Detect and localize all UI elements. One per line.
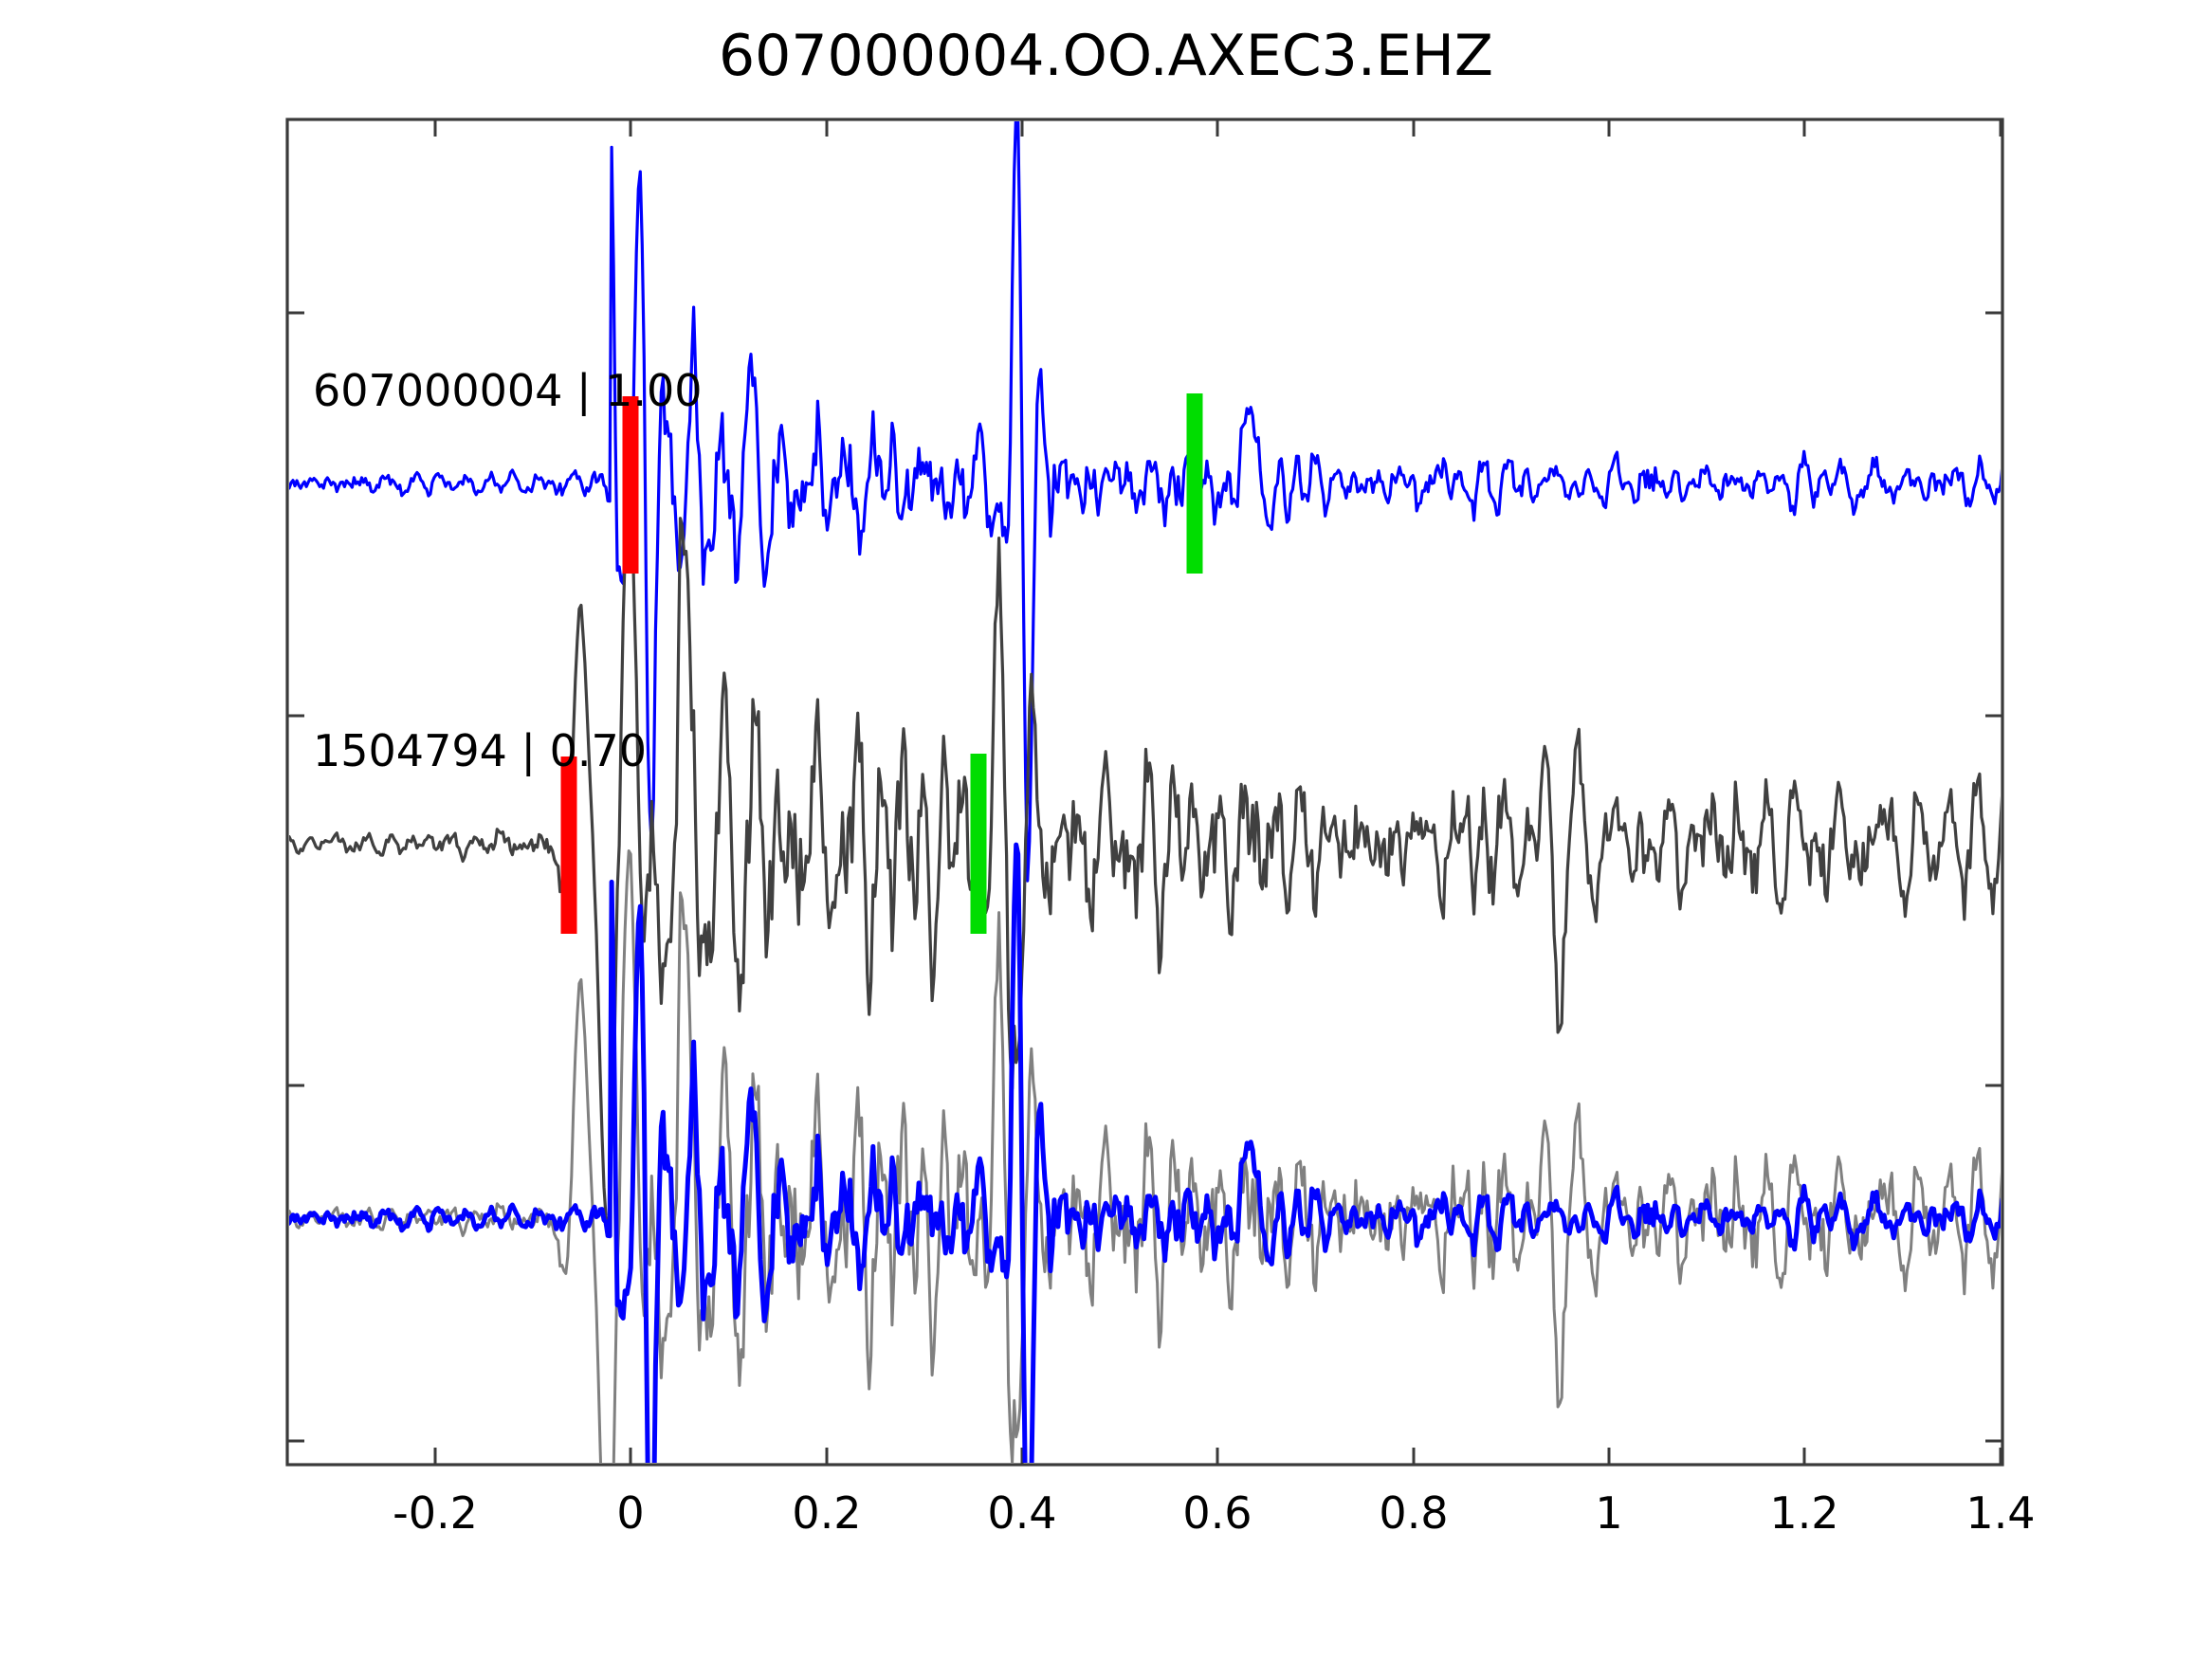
x-tick-label-0.8: 0.8 <box>1379 1487 1449 1539</box>
overlay-line-detection <box>289 849 2001 1463</box>
waveform-layer <box>289 121 2001 1463</box>
waveform-line-template <box>289 121 2001 883</box>
axis-ticks <box>287 119 2002 1465</box>
phase-pick-layer <box>560 393 1203 934</box>
page-title: 607000004.OO.AXEC3.EHZ <box>718 23 1494 89</box>
trace-label-detection: 1504794 | 0.70 <box>313 725 648 776</box>
trace-template <box>289 121 2001 883</box>
x-tick-label-0.2: 0.2 <box>792 1487 862 1539</box>
x-tick-label-0: 0 <box>616 1487 645 1539</box>
x-tick-label-1.4: 1.4 <box>1965 1487 2036 1539</box>
trace-label-template: 607000004 | 1.00 <box>313 365 703 416</box>
x-tick-label-1: 1 <box>1595 1487 1623 1539</box>
x-tick-label-1.2: 1.2 <box>1769 1487 1839 1539</box>
pick-marker-p-template <box>622 396 639 574</box>
plot-frame <box>285 118 2004 1467</box>
waveform-line-detection <box>289 474 2001 1229</box>
axes-spines <box>285 118 2004 1467</box>
trace-overlay <box>289 842 2001 1463</box>
overlay-line-template <box>289 842 2001 1463</box>
pick-marker-p-detection <box>560 757 577 934</box>
pick-marker-s-template <box>1186 393 1203 574</box>
trace-detection <box>289 474 2001 1229</box>
x-tick-label-0.6: 0.6 <box>1182 1487 1252 1539</box>
pick-marker-s-detection <box>970 754 987 934</box>
x-tick-label-0.4: 0.4 <box>987 1487 1057 1539</box>
x-tick-label--0.2: -0.2 <box>393 1487 478 1539</box>
